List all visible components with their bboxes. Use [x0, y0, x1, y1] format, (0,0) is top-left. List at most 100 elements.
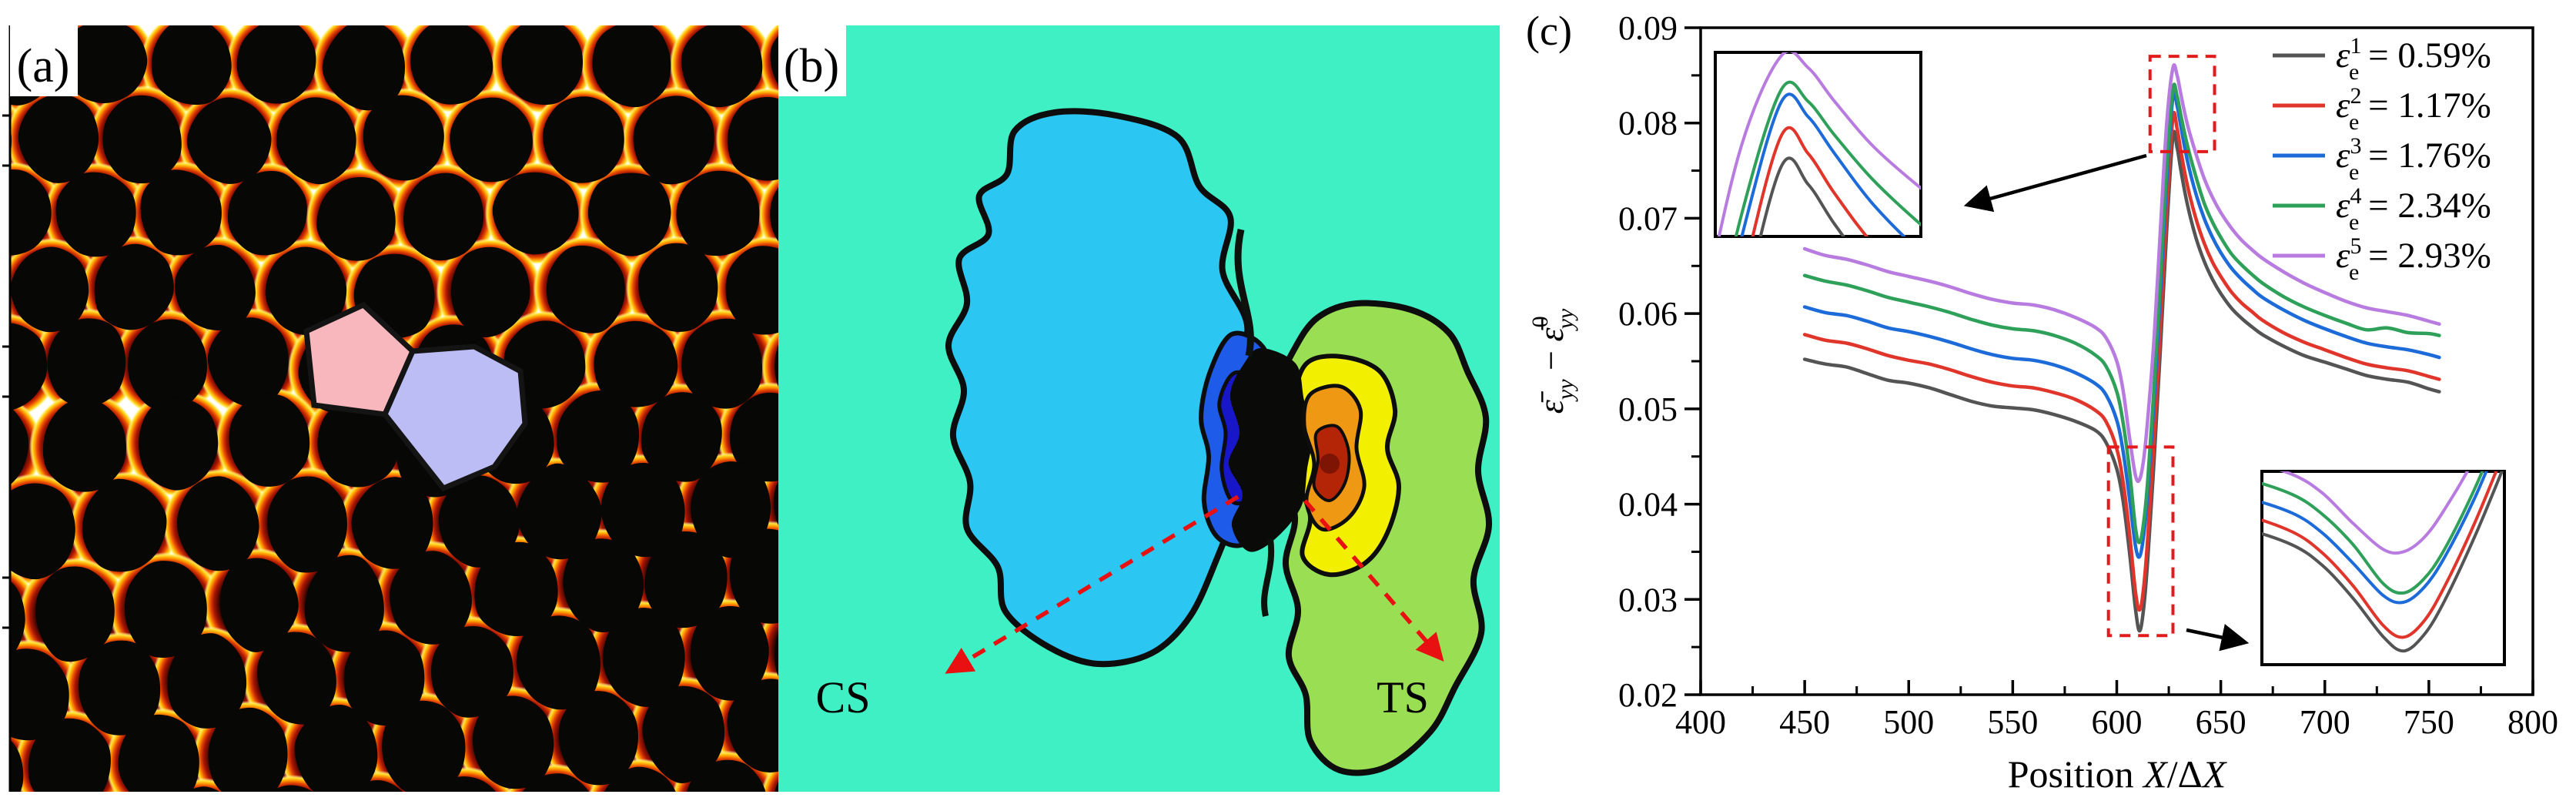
- atom-blob: [343, 630, 425, 726]
- atom-blob: [10, 407, 29, 485]
- atom-blob: [28, 718, 111, 792]
- atom-blob: [276, 97, 356, 185]
- cs-label: CS: [816, 672, 871, 722]
- y-tick-label: 0.09: [1618, 9, 1678, 47]
- atom-blob: [543, 96, 624, 183]
- atom-blob: [730, 392, 778, 482]
- atom-blob: [94, 243, 174, 330]
- atom-blob: [18, 93, 99, 183]
- atom-blob: [641, 392, 722, 482]
- atom-blob: [125, 561, 207, 659]
- atom-blob: [563, 538, 644, 632]
- atom-blob: [642, 685, 725, 783]
- atom-blob: [174, 245, 256, 331]
- atom-blob: [522, 773, 590, 792]
- atom-blob: [10, 483, 75, 580]
- atom-blob: [587, 173, 671, 256]
- atom-blob: [151, 25, 232, 106]
- series-strain-5: [1802, 63, 2441, 484]
- atom-blob: [79, 640, 161, 736]
- series-strain-4: [1802, 82, 2441, 545]
- atom-blob: [42, 399, 126, 492]
- atom-blob: [601, 463, 685, 558]
- x-tick-label: 500: [1883, 703, 1934, 741]
- atom-blob: [727, 97, 778, 181]
- series-strain-1: [2262, 471, 2504, 653]
- atom-blob: [431, 625, 514, 718]
- atom-blob: [351, 477, 433, 569]
- atom-blob: [472, 695, 554, 789]
- legend-label-strain-3: ε3 e = 1.76%: [2336, 133, 2491, 185]
- atom-blob: [390, 551, 472, 645]
- atom-blob: [55, 172, 136, 257]
- y-tick-label: 0.06: [1618, 295, 1678, 333]
- atom-blob: [681, 25, 763, 108]
- atom-blob: [403, 173, 484, 261]
- atom-blob: [229, 394, 310, 487]
- chart-axes: 0.02 0.03 0.04 0.05 0.06 0.07 0.08 0.09 400 450 50…: [1618, 9, 2558, 741]
- atom-blob: [774, 632, 778, 677]
- atom-blob: [438, 475, 520, 568]
- panel-a-label-box: [10, 25, 78, 96]
- atom-blob: [382, 700, 466, 792]
- series-strain-3: [2262, 471, 2488, 605]
- atom-blob: [774, 481, 778, 526]
- legend-label-strain-5: ε5 e = 2.93%: [2336, 233, 2491, 285]
- panel-b-label: (b): [784, 40, 839, 92]
- panel-a-lattice-image: (a): [2, 25, 778, 792]
- series-strain-2: [2262, 471, 2498, 639]
- atom-blob: [729, 528, 778, 624]
- dip-zoom-curves: [2262, 471, 2504, 653]
- pentagon-defect: [303, 301, 417, 417]
- atom-blob: [187, 786, 220, 792]
- atom-blob: [637, 243, 718, 332]
- atom-blob: [176, 476, 259, 571]
- x-tick-label: 700: [2300, 703, 2350, 741]
- dip-zoom-frame: [2260, 470, 2506, 666]
- y-tick-label: 0.03: [1618, 581, 1678, 618]
- panel-c-label: (c): [1526, 8, 1572, 54]
- atom-blob: [139, 397, 219, 491]
- y-tick-label: 0.04: [1618, 486, 1678, 524]
- atom-blob: [350, 779, 403, 792]
- y-tick-label: 0.05: [1618, 390, 1678, 428]
- panel-a-label: (a): [17, 40, 70, 92]
- ts-label: TS: [1377, 672, 1429, 722]
- x-tick-label: 550: [1987, 703, 2038, 741]
- tension-core-dot: [1320, 454, 1340, 474]
- legend-label-strain-1: ε1 e = 0.59%: [2336, 33, 2491, 85]
- x-tick-label: 400: [1675, 703, 1726, 741]
- contour-tendril-bottom: [1261, 538, 1275, 617]
- atom-blob: [676, 170, 760, 256]
- legend-label-strain-4: ε4 e = 2.34%: [2336, 183, 2491, 235]
- atom-blobs-layer: [10, 25, 778, 792]
- atom-blob: [725, 246, 778, 335]
- legend-label-strain-2: ε2 e = 1.17%: [2336, 83, 2491, 135]
- panel-a-axis-ticks: [2, 114, 10, 629]
- atom-blob: [10, 169, 52, 256]
- atom-blob: [474, 541, 558, 637]
- atom-blob: [64, 25, 148, 103]
- ts-direction-arrow: [1303, 499, 1444, 662]
- chart-axis-labels: Position X/ΔX ε̄yy − ε̄0yy: [1527, 308, 2228, 796]
- atom-blob: [774, 345, 778, 387]
- x-tick-label: 750: [2404, 703, 2454, 741]
- series-strain-5: [2279, 471, 2470, 555]
- atom-blob: [592, 25, 671, 108]
- y-tick-label: 0.08: [1618, 105, 1678, 142]
- chart-legend: ε1 e = 0.59%ε2 e = 1.17%ε3 e = 1.76%ε4 e = 2…: [2273, 33, 2491, 285]
- atom-blob: [686, 759, 766, 792]
- dip-inset-arrow: [2186, 624, 2250, 652]
- atom-blob: [10, 739, 24, 792]
- atom-blob: [118, 714, 199, 792]
- atom-blob: [317, 397, 401, 488]
- x-axis-label: Position X/ΔX: [2008, 752, 2228, 796]
- atom-blob: [516, 463, 602, 560]
- atom-blob: [10, 246, 89, 333]
- x-tick-label: 450: [1779, 703, 1830, 741]
- contour-tendril-top: [1234, 229, 1254, 357]
- atom-blob: [267, 476, 347, 573]
- atom-blob: [363, 95, 444, 181]
- atom-blob: [265, 246, 347, 336]
